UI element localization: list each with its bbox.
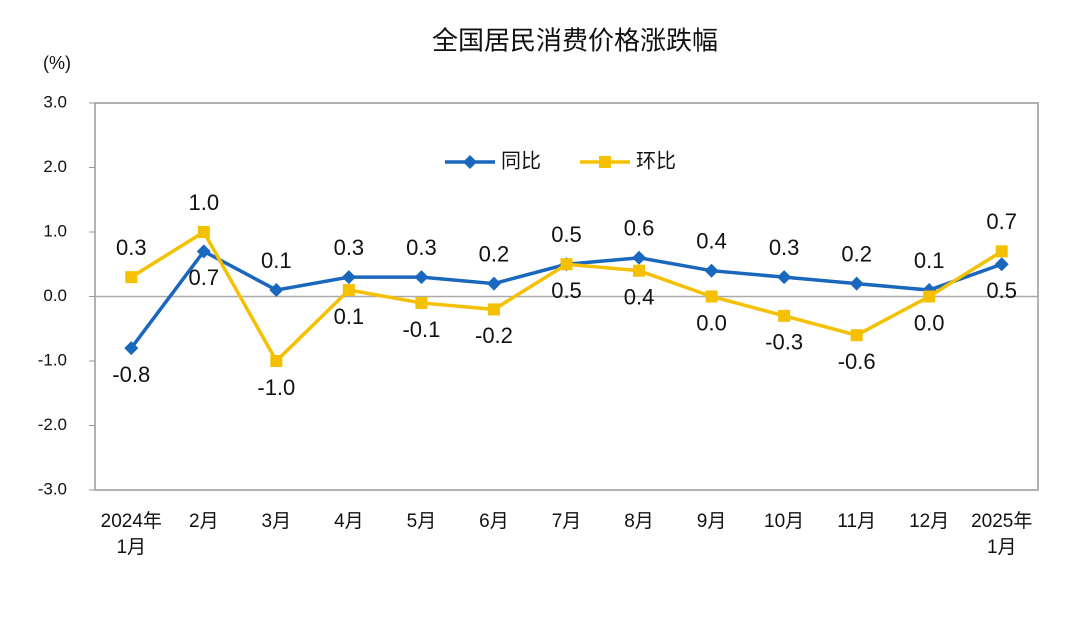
y-tick-label: 2.0 xyxy=(43,157,67,176)
y-tick-label: -3.0 xyxy=(38,479,67,498)
marker xyxy=(632,250,647,265)
data-label: -0.8 xyxy=(112,362,150,387)
data-label: 0.7 xyxy=(986,209,1017,234)
data-label: 0.3 xyxy=(116,235,147,260)
data-label: 0.1 xyxy=(334,304,365,329)
data-label: 0.5 xyxy=(986,278,1017,303)
y-tick-label: -1.0 xyxy=(38,350,67,369)
x-tick-label: 5月 xyxy=(407,511,437,532)
marker xyxy=(196,244,211,259)
marker xyxy=(342,284,355,297)
legend-label: 环比 xyxy=(636,149,676,173)
marker xyxy=(850,329,863,342)
x-tick-label: 12月 xyxy=(909,511,949,532)
marker xyxy=(995,245,1008,258)
marker xyxy=(414,270,429,285)
data-label: -0.1 xyxy=(402,317,440,342)
data-label: -0.3 xyxy=(765,330,803,355)
data-label: 0.0 xyxy=(914,310,945,335)
x-tick-label: 2月 xyxy=(189,511,219,532)
x-tick-label: 11月 xyxy=(837,511,876,532)
x-tick-label: 7月 xyxy=(552,511,582,532)
x-tick-label: 8月 xyxy=(624,511,654,532)
x-tick-label: 3月 xyxy=(262,511,292,532)
marker xyxy=(269,283,284,298)
marker xyxy=(633,264,646,277)
data-label: 0.1 xyxy=(914,248,945,273)
marker xyxy=(197,226,210,238)
data-label: 0.4 xyxy=(624,285,655,310)
data-label: 0.2 xyxy=(479,241,510,266)
data-label: 0.3 xyxy=(334,235,365,260)
y-axis-label: (%) xyxy=(43,53,71,73)
marker xyxy=(778,309,791,322)
x-tick-label: 9月 xyxy=(697,511,727,532)
marker xyxy=(777,270,792,285)
data-label: 0.3 xyxy=(406,235,437,260)
y-tick-label: 0.0 xyxy=(43,286,67,305)
marker xyxy=(415,296,428,309)
x-tick-label: 10月 xyxy=(764,511,804,532)
x-tick-label: 4月 xyxy=(334,511,364,532)
data-label: 0.0 xyxy=(696,310,727,335)
marker xyxy=(270,355,283,367)
data-label: -0.6 xyxy=(838,349,876,374)
data-label: -0.2 xyxy=(475,323,513,348)
legend-marker xyxy=(463,155,477,169)
data-label: 0.5 xyxy=(551,278,582,303)
marker xyxy=(125,271,138,284)
x-tick-label: 6月 xyxy=(479,511,509,532)
data-label: 1.0 xyxy=(189,190,220,215)
data-label: 0.2 xyxy=(841,241,872,266)
marker xyxy=(994,257,1009,272)
data-label: 0.7 xyxy=(189,265,220,290)
marker xyxy=(704,263,719,278)
data-label: -1.0 xyxy=(257,375,295,400)
marker xyxy=(560,258,573,271)
marker xyxy=(341,270,356,285)
marker xyxy=(849,276,864,291)
chart-title: 全国居民消费价格涨跌幅 xyxy=(432,27,718,57)
y-tick-label: 1.0 xyxy=(43,221,67,240)
data-label: 0.6 xyxy=(624,216,655,241)
x-tick-label: 2025年 1月 xyxy=(971,510,1032,558)
data-label: 0.5 xyxy=(551,222,582,247)
y-tick-label: 3.0 xyxy=(43,92,67,111)
data-label: 0.3 xyxy=(769,235,800,260)
marker xyxy=(705,290,718,303)
legend-marker xyxy=(599,156,611,168)
marker xyxy=(487,303,500,316)
marker xyxy=(486,276,501,291)
data-label: 0.1 xyxy=(261,248,292,273)
y-tick-label: -2.0 xyxy=(38,415,67,434)
data-label: 0.4 xyxy=(696,229,727,254)
legend-label: 同比 xyxy=(501,149,541,173)
marker xyxy=(124,341,139,356)
x-tick-label: 2024年 1月 xyxy=(101,510,162,558)
marker xyxy=(923,290,936,303)
